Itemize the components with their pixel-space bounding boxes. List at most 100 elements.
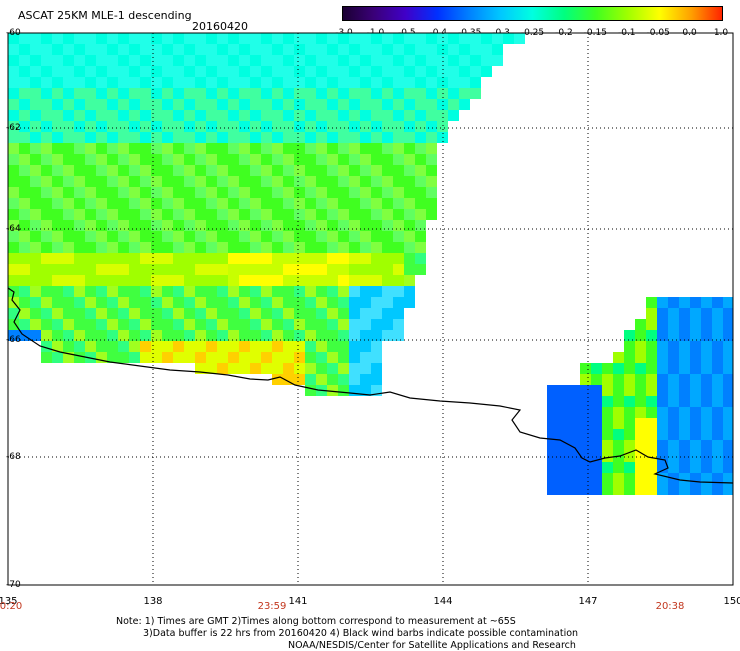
wind-cell	[360, 77, 371, 88]
wind-cell	[129, 99, 140, 110]
wind-cell	[404, 165, 415, 176]
wind-cell	[52, 198, 63, 209]
wind-cell	[338, 209, 349, 220]
wind-cell	[558, 396, 569, 407]
wind-cell	[404, 176, 415, 187]
wind-cell	[393, 264, 404, 275]
wind-cell	[723, 484, 733, 495]
wind-cell	[85, 77, 96, 88]
wind-cell	[162, 352, 173, 363]
lat-label-64: -64	[6, 224, 21, 234]
wind-cell	[470, 55, 481, 66]
wind-cell	[481, 33, 492, 44]
wind-cell	[184, 33, 195, 44]
wind-cell	[19, 231, 30, 242]
wind-cell	[96, 286, 107, 297]
wind-cell	[250, 44, 261, 55]
wind-cell	[657, 363, 668, 374]
wind-cell	[184, 154, 195, 165]
wind-cell	[206, 363, 217, 374]
wind-cell	[316, 44, 327, 55]
wind-cell	[294, 110, 305, 121]
wind-cell	[19, 66, 30, 77]
wind-cell	[316, 154, 327, 165]
wind-cell	[602, 407, 613, 418]
wind-cell	[272, 176, 283, 187]
wind-cell	[624, 440, 635, 451]
wind-cell	[448, 66, 459, 77]
wind-cell	[206, 99, 217, 110]
wind-cell	[19, 264, 30, 275]
wind-cell	[316, 231, 327, 242]
wind-cell	[239, 66, 250, 77]
wind-cell	[327, 209, 338, 220]
wind-cell	[283, 220, 294, 231]
wind-cell	[63, 55, 74, 66]
wind-cell	[162, 264, 173, 275]
wind-cell	[19, 187, 30, 198]
wind-cell	[8, 99, 19, 110]
wind-cell	[173, 165, 184, 176]
wind-cell	[151, 44, 162, 55]
wind-cell	[415, 242, 426, 253]
wind-cell	[217, 33, 228, 44]
wind-cell	[272, 330, 283, 341]
wind-cell	[690, 484, 701, 495]
wind-cell	[382, 319, 393, 330]
wind-cell	[206, 33, 217, 44]
wind-cell	[261, 297, 272, 308]
wind-cell	[217, 154, 228, 165]
wind-cell	[129, 198, 140, 209]
wind-cell	[382, 264, 393, 275]
wind-cell	[151, 132, 162, 143]
wind-cell	[690, 308, 701, 319]
wind-cell	[316, 121, 327, 132]
wind-cell	[283, 187, 294, 198]
wind-cell	[96, 220, 107, 231]
wind-cell	[52, 44, 63, 55]
wind-cell	[129, 121, 140, 132]
wind-cell	[327, 319, 338, 330]
wind-cell	[63, 319, 74, 330]
wind-cell	[294, 55, 305, 66]
wind-cell	[668, 330, 679, 341]
wind-cell	[338, 242, 349, 253]
wind-cell	[52, 77, 63, 88]
wind-cell	[668, 363, 679, 374]
wind-cell	[52, 253, 63, 264]
wind-cell	[250, 275, 261, 286]
wind-cell	[217, 297, 228, 308]
wind-cell	[349, 352, 360, 363]
wind-cell	[228, 66, 239, 77]
wind-cell	[481, 55, 492, 66]
wind-cell	[239, 253, 250, 264]
wind-cell	[272, 66, 283, 77]
wind-cell	[272, 275, 283, 286]
wind-cell	[646, 363, 657, 374]
wind-cell	[558, 429, 569, 440]
wind-cell	[151, 286, 162, 297]
wind-cell	[250, 198, 261, 209]
wind-cell	[305, 319, 316, 330]
wind-cell	[250, 33, 261, 44]
wind-cell	[96, 253, 107, 264]
wind-cell	[118, 99, 129, 110]
wind-cell	[151, 308, 162, 319]
wind-cell	[129, 176, 140, 187]
wind-cell	[426, 77, 437, 88]
wind-cell	[52, 55, 63, 66]
wind-cell	[547, 418, 558, 429]
wind-cell	[305, 77, 316, 88]
wind-cell	[195, 286, 206, 297]
wind-cell	[294, 77, 305, 88]
wind-cell	[283, 165, 294, 176]
wind-cell	[272, 308, 283, 319]
wind-cell	[30, 187, 41, 198]
wind-cell	[690, 352, 701, 363]
time-label-left: 0:20	[0, 601, 23, 612]
wind-cell	[657, 484, 668, 495]
wind-cell	[195, 176, 206, 187]
wind-cell	[85, 176, 96, 187]
wind-cell	[206, 165, 217, 176]
wind-cell	[217, 143, 228, 154]
